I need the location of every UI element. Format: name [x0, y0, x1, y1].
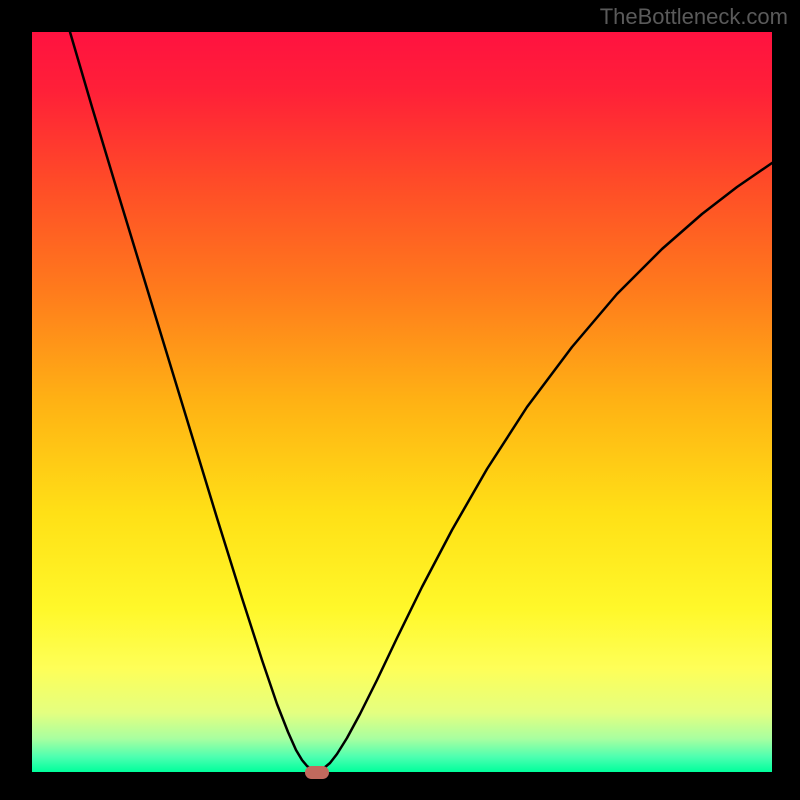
chart-container: TheBottleneck.com: [0, 0, 800, 800]
bottleneck-curve: [32, 32, 772, 772]
watermark-text: TheBottleneck.com: [600, 4, 788, 30]
curve-path: [70, 32, 772, 771]
optimal-point-marker: [305, 766, 329, 779]
plot-area: [32, 32, 772, 772]
